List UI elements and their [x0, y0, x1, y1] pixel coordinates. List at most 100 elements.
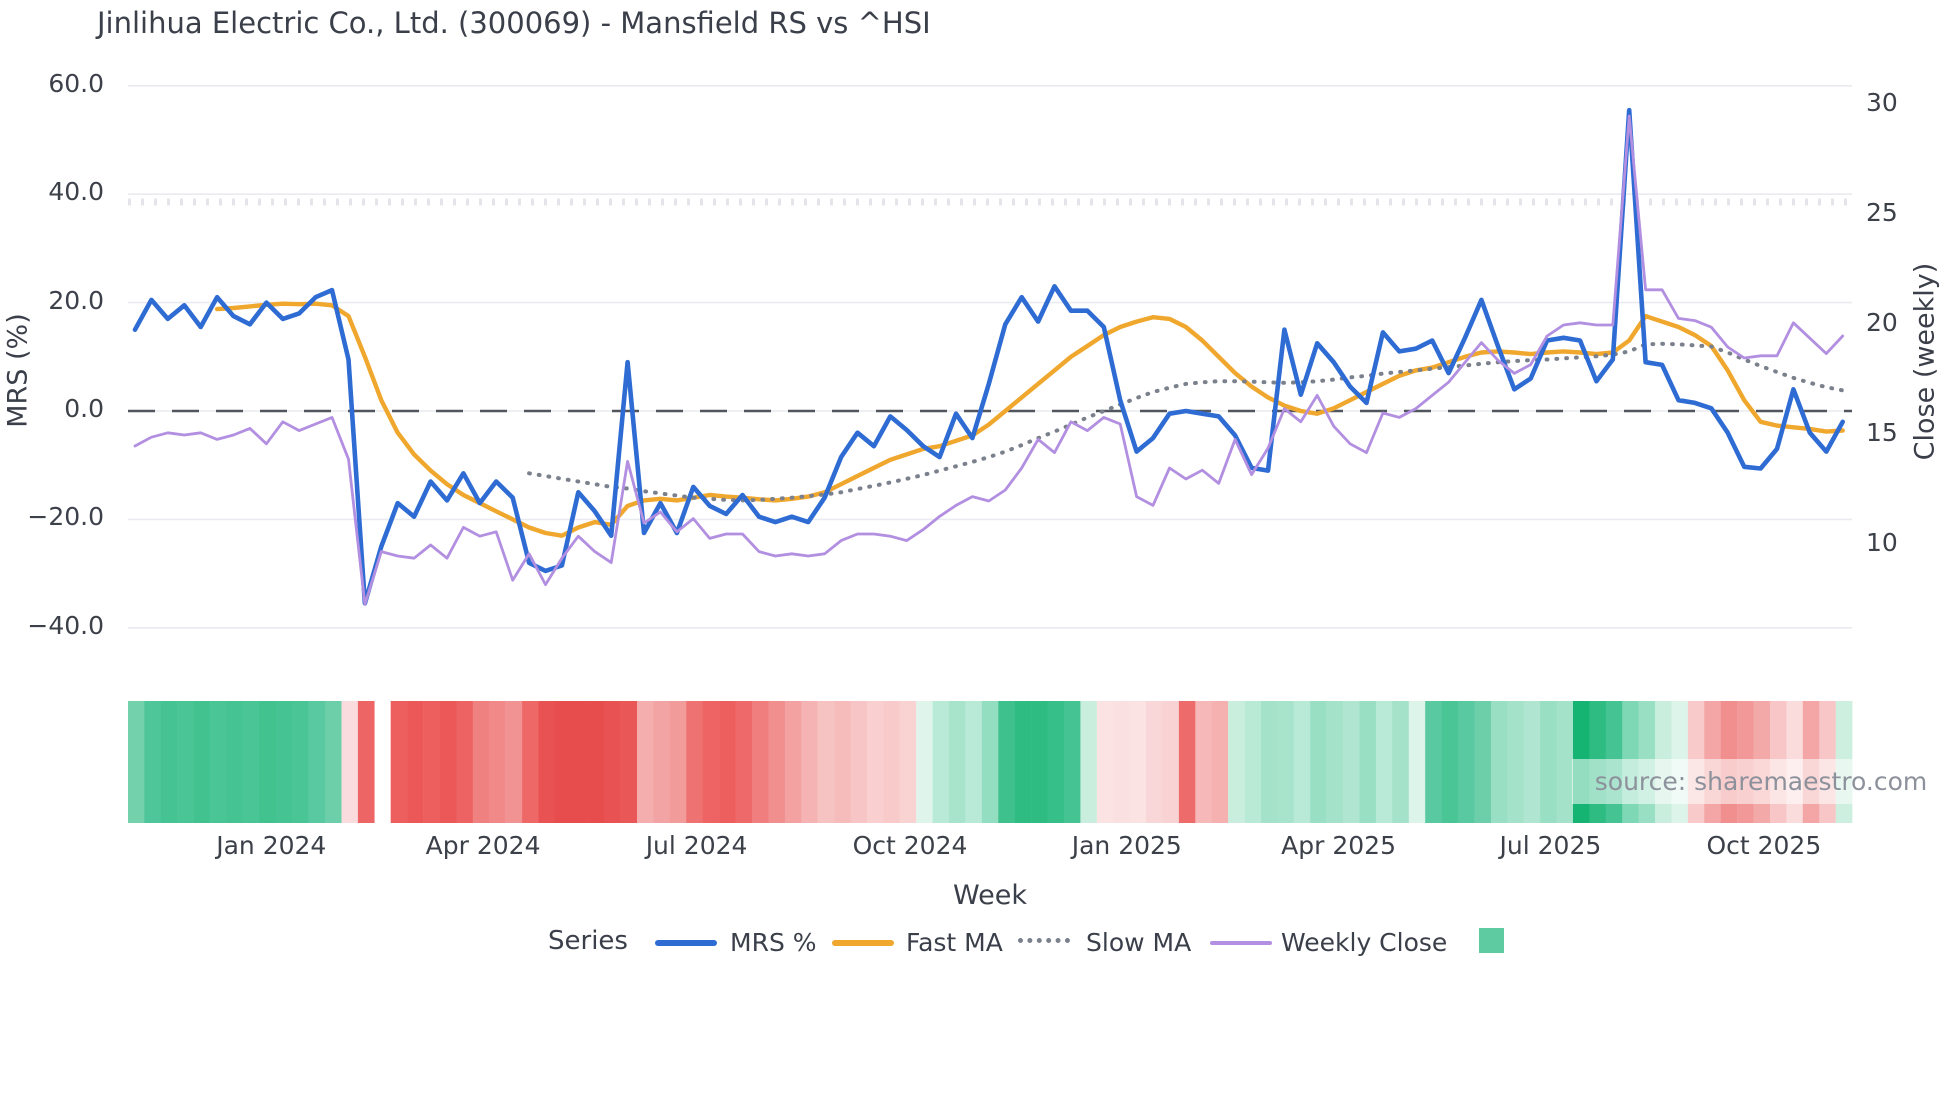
x-tick-label: Jul 2025	[1499, 831, 1602, 860]
x-tick-label: Jan 2024	[216, 831, 327, 860]
heatmap-cell	[1080, 701, 1098, 823]
y-left-tick-label: 0.0	[64, 394, 104, 423]
heatmap-cell	[1211, 701, 1229, 823]
heatmap-cell	[456, 701, 474, 823]
heatmap-cell	[177, 701, 194, 823]
x-tick-label: Jan 2025	[1071, 831, 1182, 860]
left-axis-title: MRS (%)	[2, 313, 34, 428]
heatmap-cell	[735, 701, 753, 823]
heatmap-cell	[1343, 701, 1360, 823]
heatmap-cell	[193, 701, 211, 823]
heatmap-cell	[768, 701, 786, 823]
mrs-line	[132, 107, 1845, 606]
heatmap-cell	[1096, 701, 1114, 823]
heatmap-cell	[1244, 701, 1262, 823]
heatmap-cell	[1458, 701, 1475, 823]
heatmap-cell	[1359, 701, 1377, 823]
heatmap-cell	[1113, 701, 1130, 823]
heatmap-cell	[981, 701, 999, 823]
heatmap-cell	[620, 701, 638, 823]
heatmap-cell	[1031, 701, 1048, 823]
heatmap-cell	[505, 701, 523, 823]
heatmap-cell	[1556, 701, 1574, 823]
heatmap-cell	[1490, 701, 1508, 823]
heatmap-cell	[686, 701, 703, 823]
legend-label-slow-ma: Slow MA	[1086, 928, 1192, 957]
heatmap-cell	[1063, 701, 1081, 823]
heatmap-cell	[1326, 701, 1344, 823]
heatmap-cell	[325, 701, 342, 823]
legend-label-mrs: MRS %	[730, 928, 817, 957]
heatmap-cell	[1178, 701, 1196, 823]
heatmap-cell	[719, 701, 736, 823]
heatmap-cell	[1523, 701, 1541, 823]
heatmap-cell	[440, 701, 457, 823]
heatmap-cell	[637, 701, 654, 823]
heatmap-cell	[604, 701, 621, 823]
heatmap-cell	[489, 701, 506, 823]
y-right-tick-label: 10	[1866, 528, 1898, 557]
heatmap-cell	[653, 701, 671, 823]
heatmap-cell	[242, 701, 260, 823]
heatmap-cell	[571, 701, 588, 823]
heatmap-cell	[998, 701, 1015, 823]
chart-title: Jinlihua Electric Co., Ltd. (300069) - M…	[97, 6, 931, 40]
heatmap-cell	[1162, 701, 1180, 823]
x-tick-label: Oct 2025	[1706, 831, 1822, 860]
heatmap-cell	[275, 701, 293, 823]
heatmap-cell	[144, 701, 162, 823]
source-text: source: sharemaestro.com	[1594, 767, 1928, 796]
heatmap-cell	[292, 701, 309, 823]
heatmap-cell	[160, 701, 178, 823]
heatmap-cell	[1277, 701, 1295, 823]
heatmap-cell	[1375, 701, 1393, 823]
heatmap-cell	[423, 701, 441, 823]
legend-swatch-heatmap-square	[1479, 928, 1504, 953]
x-axis-title: Week	[953, 880, 1027, 911]
x-tick-label: Apr 2025	[1281, 831, 1396, 860]
heatmap-cell	[752, 701, 769, 823]
heatmap-cell	[210, 701, 227, 823]
heatmap-cell	[1474, 701, 1492, 823]
heatmap-cell	[850, 701, 868, 823]
heatmap-cell	[554, 701, 572, 823]
heatmap-cell	[522, 701, 539, 823]
heatmap-cell	[1195, 701, 1212, 823]
heatmap-cell	[817, 701, 835, 823]
x-tick-label: Oct 2024	[852, 831, 968, 860]
heatmap-cell	[1540, 701, 1557, 823]
legend-swatch-slow-ma-dotted	[1018, 938, 1070, 943]
heatmap-cell	[1507, 701, 1524, 823]
heatmap-cell	[932, 701, 950, 823]
heatmap-cell	[899, 701, 917, 823]
y-left-tick-label: −40.0	[27, 610, 104, 640]
legend-swatch-weekly-close-line	[1210, 941, 1272, 945]
y-left-tick-label: 40.0	[48, 177, 104, 207]
legend-swatch-fast-ma-line	[832, 940, 894, 946]
heatmap-cell	[1146, 701, 1163, 823]
y-left-tick-label: −20.0	[27, 502, 104, 532]
heatmap-cell	[390, 701, 408, 823]
legend-swatch-mrs-line	[655, 940, 717, 946]
y-left-tick-label: 60.0	[48, 68, 104, 98]
heatmap-cell	[784, 701, 802, 823]
slow-ma-line	[527, 341, 1845, 503]
heatmap-cell	[1392, 701, 1409, 823]
heatmap-cell	[587, 701, 605, 823]
heatmap-cell	[916, 701, 933, 823]
heatmap-cell	[834, 701, 851, 823]
fast-ma-line	[214, 301, 1845, 538]
heatmap-cell	[1228, 701, 1245, 823]
heatmap-cell	[866, 701, 884, 823]
heatmap-cell	[1310, 701, 1327, 823]
heatmap-cell	[1293, 701, 1311, 823]
y-left-tick-label: 20.0	[48, 285, 104, 315]
heatmap-cell	[226, 701, 244, 823]
heatmap-cell	[259, 701, 277, 823]
heatmap-cell	[1014, 701, 1032, 823]
y-right-tick-label: 15	[1866, 418, 1898, 447]
heatmap-cell	[1129, 701, 1147, 823]
source-watermark: source: sharemaestro.com	[1572, 759, 1950, 804]
heatmap-cell	[308, 701, 326, 823]
